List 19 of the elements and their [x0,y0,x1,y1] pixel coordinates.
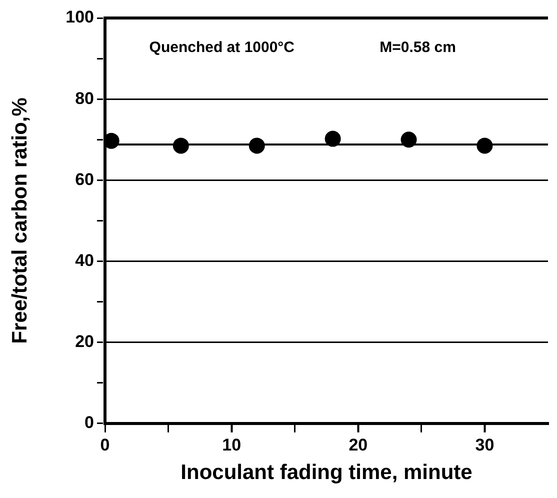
y-tick-label: 40 [75,250,94,270]
y-tick-label: 80 [75,88,94,108]
annotation: M=0.58 cm [380,39,456,56]
annotation: Quenched at 1000°C [149,39,295,56]
y-tick-label: 0 [84,413,94,432]
x-axis-title: Inoculant fading time, minute [180,461,472,484]
y-tick-label: 100 [66,8,94,27]
x-tick-label: 30 [475,435,494,454]
point [476,138,493,154]
point [400,132,417,148]
y-tick-label: 20 [75,332,94,352]
y-tick-label: 60 [75,170,94,189]
x-tick-label: 0 [100,435,110,454]
point [324,130,341,147]
point [172,138,189,154]
x-tick-label: 20 [348,435,368,454]
x-tick-label: 10 [222,435,242,454]
point [248,138,265,154]
y-axis-title: Free/total carbon ratio,% [8,97,32,344]
